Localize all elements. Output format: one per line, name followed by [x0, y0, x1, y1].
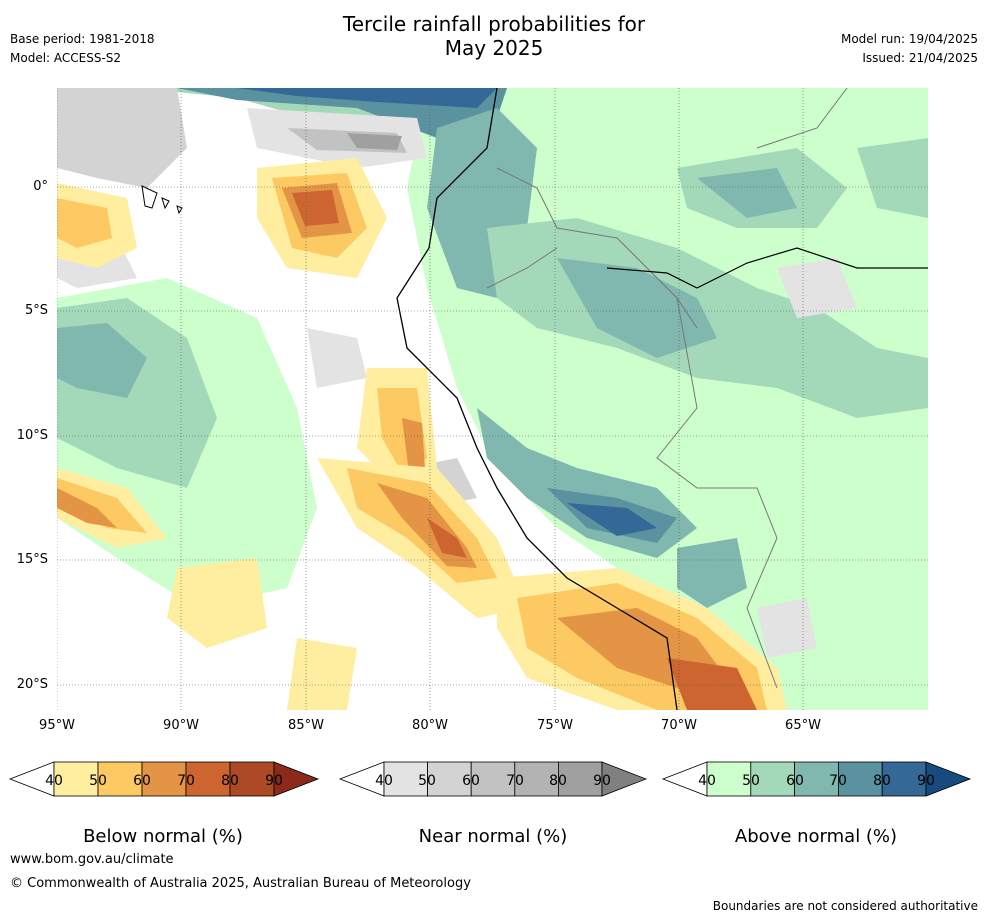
below-tick-40: 40 [45, 773, 63, 789]
lon-label-70w: 70°W [661, 718, 697, 733]
below-normal-title: Below normal (%) [83, 826, 243, 847]
above-normal-title: Above normal (%) [734, 826, 898, 847]
below-tick-80: 80 [221, 773, 239, 789]
lon-label-65w: 65°W [785, 718, 821, 733]
issued-date: Issued: 21/04/2025 [862, 51, 978, 65]
above-tick-80: 80 [873, 773, 891, 789]
below-normal-region [57, 158, 787, 710]
above-tick-60: 60 [786, 773, 804, 789]
above-tick-70: 70 [829, 773, 847, 789]
lat-label-0: 0° [33, 179, 48, 194]
above-tick-90: 90 [917, 773, 935, 789]
above-tick-50: 50 [742, 773, 760, 789]
lat-label-15s: 15°S [16, 552, 48, 567]
title-line-2: May 2025 [444, 36, 544, 60]
colorbar-near [338, 761, 648, 797]
near-tick-70: 70 [506, 773, 524, 789]
below-tick-50: 50 [89, 773, 107, 789]
coastline [396, 88, 678, 710]
lon-label-95w: 95°W [39, 718, 75, 733]
probability-map [57, 88, 928, 710]
near-tick-80: 80 [549, 773, 567, 789]
model-run: Model run: 19/04/2025 [840, 32, 978, 46]
near-tick-90: 90 [593, 773, 611, 789]
near-tick-50: 50 [418, 773, 436, 789]
boundary-disclaimer: Boundaries are not considered authoritat… [712, 899, 978, 913]
lat-label-10s: 10°S [16, 428, 48, 443]
lat-label-20s: 20°S [16, 677, 48, 692]
title-line-1: Tercile rainfall probabilities for [342, 12, 646, 36]
lon-label-75w: 75°W [537, 718, 573, 733]
grid-lines [57, 88, 928, 710]
river-line [606, 247, 928, 289]
below-tick-70: 70 [177, 773, 195, 789]
near-normal-title: Near normal (%) [418, 826, 568, 847]
near-tick-40: 40 [375, 773, 393, 789]
lon-label-90w: 90°W [163, 718, 199, 733]
map-canvas [57, 88, 928, 710]
country-borders [486, 88, 848, 689]
near-tick-60: 60 [462, 773, 480, 789]
below-tick-90: 90 [265, 773, 283, 789]
website-url: www.bom.gov.au/climate [10, 852, 174, 867]
lon-label-85w: 85°W [288, 718, 324, 733]
colorbar-above [661, 761, 972, 797]
above-tick-40: 40 [698, 773, 716, 789]
lat-label-5s: 5°S [24, 303, 48, 318]
model-name: Model: ACCESS-S2 [10, 51, 122, 65]
base-period: Base period: 1981-2018 [10, 32, 155, 46]
colorbars [8, 761, 972, 797]
colorbar-below [8, 761, 320, 797]
lon-label-80w: 80°W [412, 718, 448, 733]
map-title: Tercile rainfall probabilities for May 2… [0, 12, 988, 60]
copyright-text: © Commonwealth of Australia 2025, Austra… [10, 876, 471, 891]
galapagos-islands [141, 185, 183, 215]
below-tick-60: 60 [133, 773, 151, 789]
